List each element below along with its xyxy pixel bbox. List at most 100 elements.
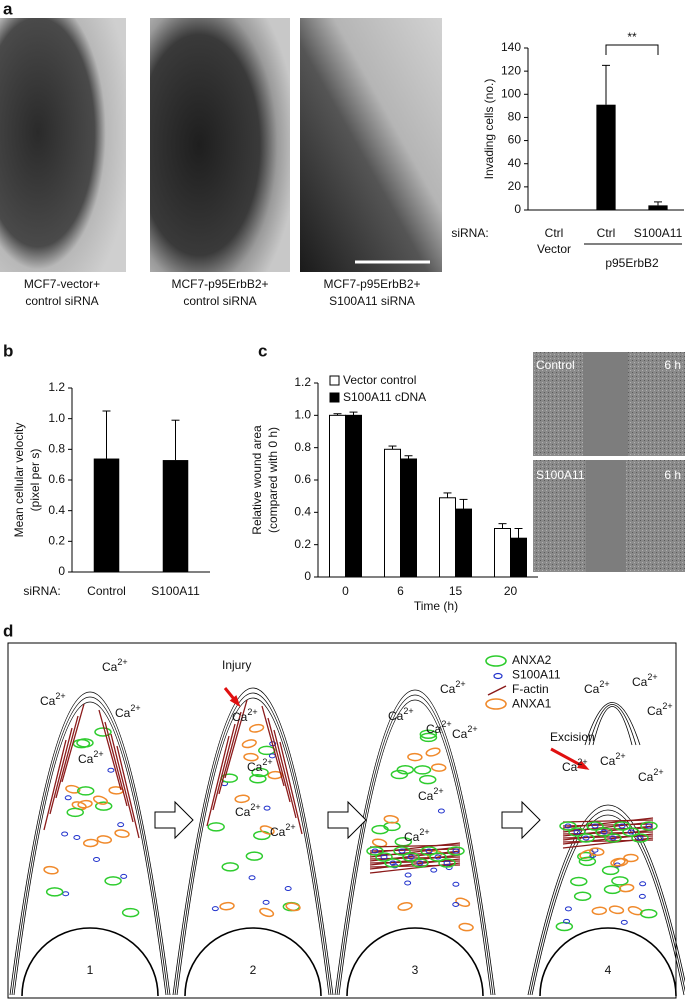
s100a11 [618,823,626,829]
s100a11 [564,823,572,829]
nucleus [346,927,484,997]
s100a11 [93,856,101,862]
s100a11 [452,881,460,887]
anxa2 [94,727,112,737]
ion-symbol: Ca [632,675,648,689]
anxa1 [455,897,471,908]
f-actin [369,844,461,848]
anxa1 [114,829,130,838]
anxa2 [555,921,574,932]
s100a11 [573,829,581,835]
x-tick-label: 6 [397,584,404,598]
ion-symbol: Ca [452,727,468,741]
f-actin [369,842,461,854]
anxa2 [613,821,631,831]
anxa2 [420,846,438,856]
cell-outline [11,696,169,996]
y-tick-label: 1.0 [294,408,311,422]
x-tick-label: S100A11 [634,226,683,240]
ion-charge: 2+ [117,657,127,667]
injury-arrowhead [577,760,590,770]
bar [329,414,346,578]
ion-label: Ca2+ [562,757,588,774]
f-actin [562,817,654,829]
y-tick-label: 1.2 [48,380,65,394]
image-caption: MCF7-p95ErbB2+ [323,277,420,291]
anxa2 [245,851,264,861]
y-tick-label: 0.8 [48,442,65,456]
bar [455,508,472,578]
cell-outline [531,814,685,996]
anxa2 [390,769,409,780]
s100a11 [211,906,219,912]
anxa2 [438,858,456,868]
f-actin [104,721,128,807]
ion-symbol: Ca [426,722,442,736]
anxa2 [595,827,613,837]
s100a11 [380,854,388,860]
s100a11 [639,881,647,887]
ion-charge: 2+ [455,679,465,689]
ion-label: Ca2+ [440,679,466,696]
s100a11 [437,808,445,814]
s100a11 [638,893,646,899]
y-axis-label: (pixel per s) [28,449,42,512]
bar [494,528,511,578]
legend-label: S100A11 [512,668,561,682]
anxa2 [253,830,271,841]
s100a11 [582,835,590,841]
anxa1 [234,794,250,804]
cell-outline [176,697,330,996]
anxa2 [413,765,432,775]
s100a11 [64,795,72,801]
cell-outline [13,701,167,996]
x-axis-label: Time (h) [414,599,458,613]
s100a11 [73,834,81,840]
anxa1 [285,902,301,912]
y-axis-label: Invading cells (no.) [482,79,496,180]
anxa1 [383,815,399,824]
image-caption: MCF7-p95ErbB2+ [171,277,268,291]
anxa1 [248,723,265,733]
ion-charge: 2+ [55,691,65,701]
s100a11 [404,880,412,886]
f-actin [98,709,122,791]
anxa1 [267,770,283,780]
anxa2 [570,876,588,887]
bar [596,104,616,210]
step-arrow [501,800,541,840]
s100a11 [407,854,415,860]
s100a11 [620,919,628,925]
y-tick-label: 0 [304,569,311,583]
bar [384,448,401,578]
anxa2 [45,887,64,897]
s100a11 [404,872,412,878]
y-tick-label: 140 [501,40,521,54]
image-caption: S100A11 siRNA [329,294,415,308]
anxa2 [559,821,577,831]
cell-outline [529,809,685,996]
anxa1 [65,784,81,794]
x-row-label: siRNA: [451,226,488,240]
cell-outline [174,692,332,996]
ion-label: Ca2+ [452,724,478,741]
ion-label: Ca2+ [235,802,261,819]
anxa1 [43,865,59,875]
s100a11 [443,860,451,866]
ion-symbol: Ca [647,704,663,718]
ion-symbol: Ca [418,789,434,803]
legend-label: ANXA1 [512,697,552,711]
anxa1 [397,902,413,911]
bar [400,458,417,578]
f-actin [224,699,248,779]
anxa1 [627,906,643,916]
legend-swatch [329,392,340,403]
excised-tip [588,704,637,746]
ion-symbol: Ca [388,709,404,723]
anxa2 [604,833,622,843]
ion-charge: 2+ [441,719,451,729]
anxa2 [429,852,447,862]
panel-label: d [3,621,13,640]
image-label: 6 h [664,468,681,482]
